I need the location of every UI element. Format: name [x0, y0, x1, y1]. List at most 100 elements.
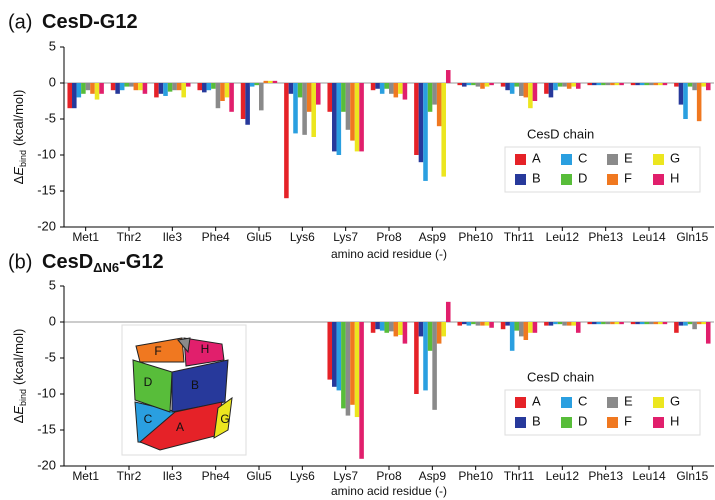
y-tick-label: -10 — [37, 385, 56, 400]
legend-label: F — [624, 170, 632, 185]
bar — [85, 83, 91, 91]
x-tick-label: Phe4 — [202, 230, 230, 244]
bar — [211, 83, 216, 89]
bar — [480, 322, 485, 326]
bar — [683, 322, 688, 326]
legend-label: H — [670, 413, 679, 428]
chain-label: B — [191, 378, 199, 392]
chain-g — [213, 396, 233, 439]
legend-swatch — [607, 174, 618, 185]
bar — [509, 83, 515, 94]
x-tick-label: Leu14 — [632, 230, 666, 244]
bar — [557, 83, 563, 87]
chain-e — [177, 337, 191, 354]
legend-box — [504, 389, 701, 436]
bar — [341, 83, 346, 112]
legend-swatch — [653, 154, 664, 165]
legend-swatch — [607, 397, 618, 408]
bar — [500, 322, 506, 330]
x-tick-label: Thr11 — [504, 230, 535, 244]
chain-label: D — [144, 375, 153, 389]
legend-label: C — [578, 393, 587, 408]
bar — [523, 322, 529, 340]
bar — [592, 83, 597, 86]
x-tick-label: Leu14 — [632, 469, 666, 483]
bar — [557, 322, 563, 325]
bar — [466, 322, 472, 326]
x-tick-label: Pro8 — [376, 469, 402, 483]
bar — [181, 83, 186, 98]
bar — [575, 83, 581, 89]
bar — [172, 83, 177, 91]
bar — [133, 83, 139, 91]
bar — [427, 83, 433, 112]
bar — [649, 83, 654, 86]
bar — [436, 322, 442, 344]
bar — [471, 83, 476, 86]
bar — [571, 83, 576, 87]
bar — [418, 83, 424, 163]
bar — [268, 80, 273, 83]
y-tick-label: -15 — [37, 421, 56, 436]
bar — [605, 83, 611, 86]
bar — [142, 83, 148, 94]
bar — [519, 83, 524, 96]
bar — [653, 83, 659, 86]
legend-swatch — [515, 154, 526, 165]
bar — [90, 83, 95, 94]
bar — [610, 322, 615, 325]
y-tick-label: 0 — [49, 313, 56, 328]
text-part: E — [11, 167, 26, 176]
bar — [354, 83, 360, 152]
bar — [658, 83, 663, 86]
bar — [484, 322, 490, 326]
x-tick-label: Pro8 — [376, 230, 402, 244]
bar — [245, 83, 250, 125]
text-part: ΔN6 — [93, 260, 119, 275]
text-part: bind — [18, 389, 28, 406]
legend-box — [504, 146, 701, 193]
bar — [592, 322, 597, 325]
bar — [167, 83, 173, 92]
legend-swatch — [515, 397, 526, 408]
chain-label: F — [154, 344, 161, 358]
bar — [99, 83, 104, 94]
x-tick-label: Ile3 — [163, 230, 183, 244]
x-tick-label: Phe13 — [588, 230, 623, 244]
bar — [414, 83, 419, 155]
bar — [475, 83, 481, 87]
x-tick-label: Leu12 — [546, 469, 580, 483]
bar — [544, 83, 549, 94]
bar — [562, 83, 567, 87]
legend-label: A — [532, 393, 541, 408]
bar — [674, 83, 679, 87]
bar — [254, 83, 259, 86]
x-tick-label: Phe10 — [458, 469, 493, 483]
bar — [402, 322, 408, 344]
panel-label: (a) — [8, 11, 32, 33]
legend-label: C — [578, 150, 587, 165]
bar — [350, 83, 355, 141]
legend-swatch — [561, 174, 572, 185]
chain-label: C — [144, 412, 153, 426]
bar — [505, 83, 510, 91]
bar — [553, 83, 558, 91]
bar — [272, 80, 278, 83]
bar — [263, 80, 269, 83]
bar — [696, 83, 702, 122]
bar — [414, 322, 419, 394]
bar — [662, 83, 668, 86]
bar — [548, 83, 554, 98]
bar — [687, 322, 693, 325]
text-part: Δ — [11, 175, 26, 184]
y-tick-label: 5 — [49, 277, 56, 292]
legend-label: E — [624, 393, 633, 408]
x-axis-label: amino acid residue (-) — [331, 484, 447, 498]
bar — [336, 322, 342, 391]
chain-diagram: A B C D F G H — [121, 324, 247, 456]
bar — [462, 322, 467, 325]
x-tick-label: Phe10 — [458, 230, 493, 244]
bar — [379, 322, 385, 331]
bar — [587, 83, 593, 86]
bar — [553, 322, 558, 325]
